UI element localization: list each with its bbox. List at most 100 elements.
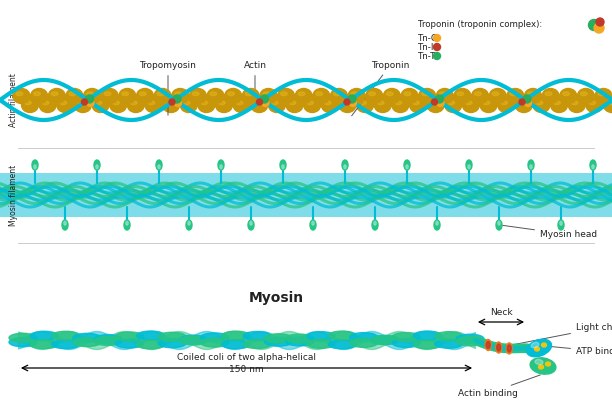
Ellipse shape: [349, 333, 378, 341]
Ellipse shape: [524, 89, 542, 104]
Ellipse shape: [328, 331, 356, 340]
Ellipse shape: [158, 332, 186, 341]
Ellipse shape: [95, 165, 99, 169]
Ellipse shape: [339, 98, 356, 113]
Ellipse shape: [60, 101, 67, 104]
Ellipse shape: [342, 160, 348, 170]
Ellipse shape: [321, 98, 338, 113]
Ellipse shape: [468, 165, 470, 169]
Ellipse shape: [280, 92, 287, 95]
Ellipse shape: [75, 98, 91, 113]
Ellipse shape: [489, 89, 506, 104]
Ellipse shape: [282, 165, 284, 169]
Ellipse shape: [519, 99, 525, 105]
Ellipse shape: [77, 101, 84, 104]
Ellipse shape: [357, 98, 373, 113]
Ellipse shape: [86, 95, 94, 103]
Ellipse shape: [589, 101, 595, 104]
Ellipse shape: [406, 165, 408, 169]
Ellipse shape: [278, 89, 294, 104]
Ellipse shape: [596, 18, 604, 26]
Ellipse shape: [174, 92, 182, 95]
Ellipse shape: [374, 98, 391, 113]
Ellipse shape: [330, 89, 348, 104]
Ellipse shape: [580, 92, 587, 95]
Ellipse shape: [430, 101, 437, 104]
Ellipse shape: [313, 89, 330, 104]
Ellipse shape: [210, 92, 217, 95]
Ellipse shape: [498, 221, 500, 225]
Text: Tn-T: Tn-T: [418, 52, 436, 61]
Ellipse shape: [433, 35, 441, 42]
Ellipse shape: [94, 160, 100, 170]
Ellipse shape: [383, 89, 400, 104]
Ellipse shape: [526, 339, 551, 357]
Ellipse shape: [560, 89, 577, 104]
Ellipse shape: [515, 98, 532, 113]
Ellipse shape: [496, 220, 502, 230]
Ellipse shape: [507, 345, 511, 352]
Ellipse shape: [198, 98, 215, 113]
Ellipse shape: [530, 165, 532, 169]
Ellipse shape: [571, 101, 578, 104]
Ellipse shape: [371, 335, 399, 344]
Ellipse shape: [523, 95, 531, 103]
Ellipse shape: [454, 89, 471, 104]
Ellipse shape: [172, 89, 188, 104]
Ellipse shape: [48, 89, 65, 104]
Ellipse shape: [116, 339, 143, 348]
Ellipse shape: [295, 89, 312, 104]
Ellipse shape: [245, 92, 252, 95]
Ellipse shape: [528, 92, 534, 95]
Ellipse shape: [101, 89, 118, 104]
Ellipse shape: [215, 98, 233, 113]
Ellipse shape: [92, 98, 109, 113]
Ellipse shape: [113, 101, 119, 104]
Ellipse shape: [84, 89, 100, 104]
Ellipse shape: [250, 221, 252, 225]
Ellipse shape: [324, 101, 331, 104]
Ellipse shape: [256, 99, 263, 105]
Ellipse shape: [30, 331, 58, 340]
Ellipse shape: [24, 101, 31, 104]
Ellipse shape: [125, 221, 129, 225]
Ellipse shape: [130, 101, 137, 104]
Ellipse shape: [307, 332, 335, 341]
Ellipse shape: [42, 101, 49, 104]
Ellipse shape: [261, 95, 269, 103]
Ellipse shape: [590, 160, 596, 170]
Ellipse shape: [145, 98, 162, 113]
Ellipse shape: [577, 89, 594, 104]
Ellipse shape: [334, 92, 340, 95]
Ellipse shape: [371, 335, 399, 345]
Ellipse shape: [328, 340, 356, 349]
Ellipse shape: [66, 89, 83, 104]
Text: ATP bindibg: ATP bindibg: [548, 346, 612, 356]
Ellipse shape: [163, 98, 179, 113]
Ellipse shape: [156, 160, 162, 170]
Ellipse shape: [360, 101, 367, 104]
Ellipse shape: [545, 92, 552, 95]
Text: Tropomyosin: Tropomyosin: [140, 61, 196, 115]
Ellipse shape: [286, 337, 314, 346]
Ellipse shape: [136, 89, 154, 104]
Ellipse shape: [562, 92, 570, 95]
Ellipse shape: [307, 339, 335, 348]
Ellipse shape: [374, 221, 376, 225]
Ellipse shape: [349, 100, 357, 106]
Ellipse shape: [486, 341, 490, 348]
Ellipse shape: [483, 101, 490, 104]
Ellipse shape: [9, 333, 37, 342]
Ellipse shape: [298, 92, 305, 95]
Ellipse shape: [433, 44, 441, 51]
Ellipse shape: [492, 92, 499, 95]
Ellipse shape: [392, 339, 420, 348]
Ellipse shape: [21, 98, 39, 113]
Ellipse shape: [264, 334, 293, 343]
FancyBboxPatch shape: [0, 173, 612, 217]
Ellipse shape: [533, 98, 550, 113]
Ellipse shape: [542, 343, 547, 347]
Ellipse shape: [368, 92, 376, 95]
Text: Coiled coli of two alpha-helical: Coiled coli of two alpha-helical: [177, 353, 316, 362]
Ellipse shape: [189, 89, 206, 104]
